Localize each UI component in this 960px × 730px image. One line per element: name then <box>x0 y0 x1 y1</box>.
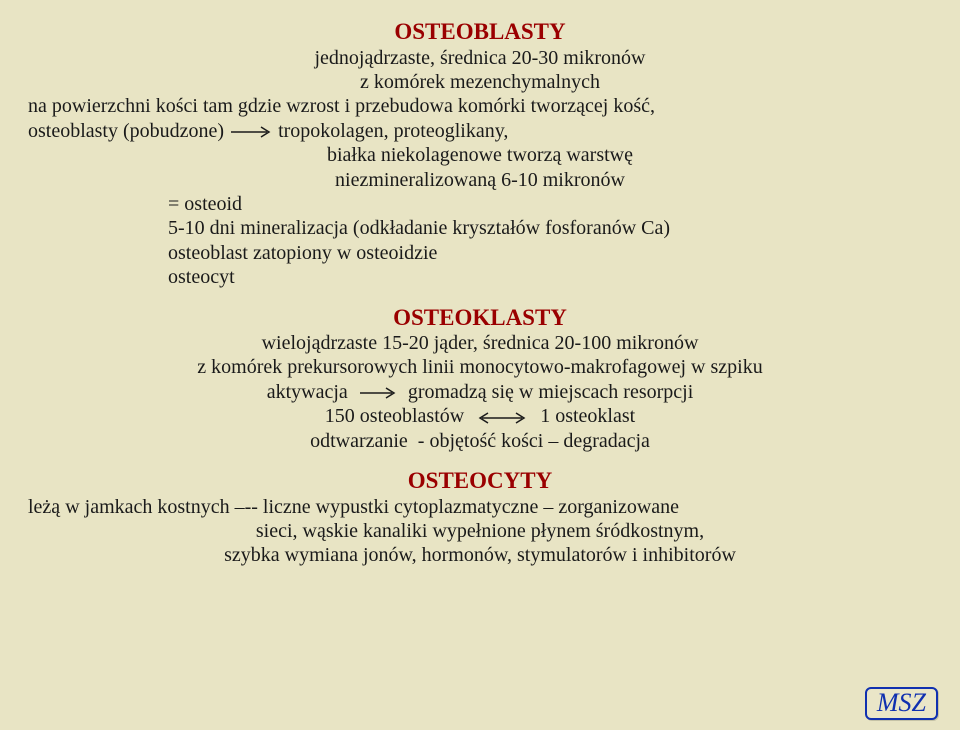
s2-l2: z komórek prekursorowych linii monocytow… <box>28 355 932 379</box>
s2-l3b: gromadzą się w miejscach resorpcji <box>408 381 693 403</box>
s1-l3: na powierzchni kości tam gdzie wzrost i … <box>28 94 932 118</box>
s3-l3: szybka wymiana jonów, hormonów, stymulat… <box>28 543 932 567</box>
msz-badge: MSZ <box>865 687 938 720</box>
msz-text: MSZ <box>877 688 926 717</box>
spacer <box>28 290 932 304</box>
heading-osteocyty: OSTEOCYTY <box>28 467 932 495</box>
s3-l2: sieci, wąskie kanaliki wypełnione płynem… <box>28 519 932 543</box>
slide-page: OSTEOBLASTY jednojądrzaste, średnica 20-… <box>0 0 960 730</box>
s3-l1: leżą w jamkach kostnych –-- liczne wypus… <box>28 495 932 519</box>
s1-l5: białka niekolagenowe tworzą warstwę <box>28 143 932 167</box>
s1-l4a: osteoblasty (pobudzone) <box>28 120 224 142</box>
s2-l4a: 150 osteoblastów <box>325 405 464 427</box>
s1-l7: = osteoid <box>28 192 932 216</box>
s1-l9: osteoblast zatopiony w osteoidzie <box>28 241 932 265</box>
arrow-right-icon <box>358 387 398 399</box>
s2-l3-row: aktywacja gromadzą się w miejscach resor… <box>28 380 932 404</box>
s2-l5: odtwarzanie - objętość kości – degradacj… <box>28 429 932 453</box>
spacer <box>28 453 932 467</box>
s1-l10: osteocyt <box>28 265 932 289</box>
arrow-right-icon <box>229 126 273 138</box>
heading-osteoklasty: OSTEOKLASTY <box>28 304 932 332</box>
s1-l4b: tropokolagen, proteoglikany, <box>278 120 508 142</box>
s2-l3a: aktywacja <box>267 381 348 403</box>
s1-l6: niezmineralizowaną 6-10 mikronów <box>28 168 932 192</box>
heading-osteoblasty: OSTEOBLASTY <box>28 18 932 46</box>
s1-l1: jednojądrzaste, średnica 20-30 mikronów <box>28 46 932 70</box>
arrow-double-icon <box>474 412 530 424</box>
s1-l4-row: osteoblasty (pobudzone) tropokolagen, pr… <box>28 119 932 143</box>
s1-l2: z komórek mezenchymalnych <box>28 70 932 94</box>
s1-l8: 5-10 dni mineralizacja (odkładanie krysz… <box>28 216 932 240</box>
s2-l1: wielojądrzaste 15-20 jąder, średnica 20-… <box>28 331 932 355</box>
s2-l4b: 1 osteoklast <box>540 405 635 427</box>
s2-l4-row: 150 osteoblastów 1 osteoklast <box>28 404 932 428</box>
